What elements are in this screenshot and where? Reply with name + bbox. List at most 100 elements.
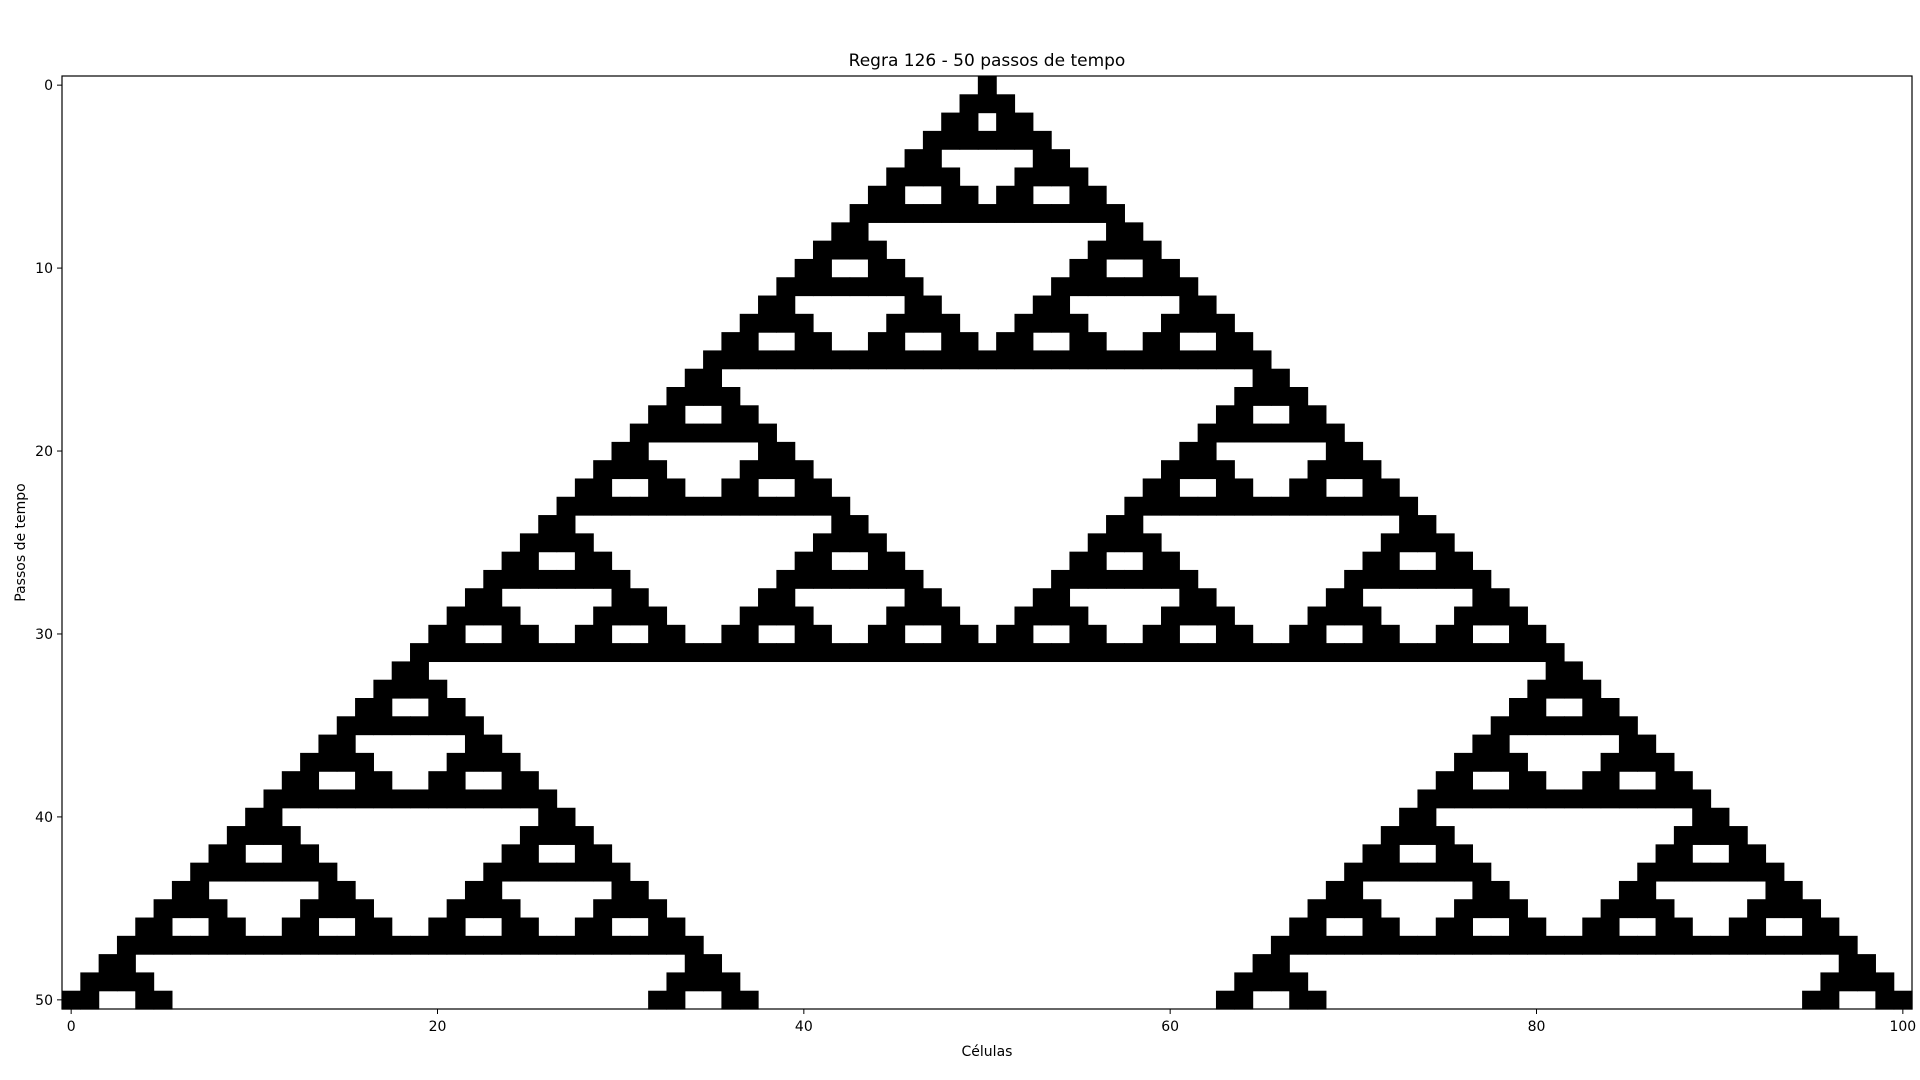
cell-active	[1234, 423, 1254, 443]
cell-active	[1783, 935, 1803, 955]
cell-active	[1417, 533, 1437, 553]
cell-active	[428, 698, 448, 717]
cell-active	[1399, 515, 1419, 534]
cell-active	[538, 807, 558, 827]
cell-active	[1655, 789, 1675, 809]
cell-active	[904, 295, 924, 315]
cell-active	[1051, 588, 1071, 608]
cell-active	[593, 643, 613, 663]
cell-active	[446, 643, 466, 663]
cell-active	[1215, 332, 1235, 352]
cell-active	[300, 917, 320, 937]
cell-active	[1051, 204, 1071, 223]
cell-active	[831, 643, 851, 663]
cell-active	[1472, 899, 1492, 919]
cell-active	[1252, 954, 1272, 974]
cell-active	[1527, 917, 1547, 937]
cell-active	[1545, 661, 1565, 681]
cell-active	[1270, 368, 1290, 388]
cell-active	[428, 789, 448, 809]
cell-active	[794, 569, 814, 589]
cell-active	[703, 423, 723, 443]
cell-active	[959, 112, 979, 132]
x-tick-label: 100	[1889, 1019, 1916, 1035]
cell-active	[446, 698, 466, 717]
cell-active	[1362, 844, 1382, 864]
cell-active	[721, 624, 741, 644]
cell-active	[867, 240, 887, 260]
cell-active	[922, 295, 942, 315]
cell-active	[758, 350, 777, 370]
cell-active	[684, 368, 704, 388]
cell-active	[1509, 771, 1528, 791]
cell-active	[812, 551, 832, 571]
cell-active	[1362, 569, 1382, 589]
cell-active	[1490, 789, 1510, 809]
cell-active	[428, 624, 448, 644]
cell-active	[318, 935, 338, 955]
cell-active	[300, 789, 320, 809]
cell-active	[812, 569, 832, 589]
cell-active	[904, 569, 924, 589]
cell-active	[556, 496, 576, 516]
cell-active	[1106, 643, 1125, 663]
cell-active	[501, 935, 521, 955]
cell-active	[1435, 771, 1455, 791]
cell-active	[1344, 643, 1364, 663]
cell-active	[1307, 990, 1327, 1010]
cell-active	[1325, 606, 1345, 626]
cell-active	[1618, 752, 1638, 772]
cell-active	[1179, 588, 1199, 608]
cell-active	[721, 387, 741, 406]
cell-active	[1032, 130, 1052, 150]
cell-active	[1014, 130, 1034, 150]
cell-active	[1087, 350, 1107, 370]
cell-active	[1490, 752, 1510, 772]
cell-active	[1728, 844, 1748, 864]
cell-active	[1435, 533, 1455, 553]
cell-active	[1527, 771, 1547, 791]
cell-active	[556, 807, 576, 827]
cell-active	[812, 496, 832, 516]
cell-active	[446, 789, 466, 809]
cell-active	[1728, 826, 1748, 845]
cell-active	[556, 515, 576, 534]
cell-active	[1582, 679, 1602, 699]
y-tick-label: 20	[35, 444, 53, 460]
cell-active	[226, 826, 246, 845]
cell-active	[1857, 954, 1876, 974]
cell-active	[1380, 917, 1400, 937]
cell-active	[300, 935, 320, 955]
cell-active	[1142, 496, 1162, 516]
cell-active	[1820, 917, 1840, 937]
cell-active	[1179, 569, 1199, 589]
cell-active	[1435, 624, 1455, 644]
cell-active	[1106, 533, 1125, 553]
cell-active	[904, 204, 924, 223]
cell-active	[1618, 899, 1638, 919]
cell-active	[941, 606, 961, 626]
cell-active	[1509, 716, 1528, 736]
cell-active	[1032, 350, 1052, 370]
cell-active	[1655, 844, 1675, 864]
cell-active	[1289, 990, 1309, 1010]
cell-active	[1582, 789, 1602, 809]
cell-active	[1618, 935, 1638, 955]
cell-active	[611, 899, 631, 919]
cell-active	[1215, 405, 1235, 425]
cell-active	[464, 789, 484, 809]
cell-active	[794, 460, 814, 480]
cell-active	[1142, 643, 1162, 663]
cell-active	[758, 588, 777, 608]
cell-active	[1545, 935, 1565, 955]
cell-active	[428, 679, 448, 699]
cell-active	[501, 862, 521, 882]
cell-active	[1179, 460, 1199, 480]
cell-active	[1197, 460, 1217, 480]
x-axis-ticks: 0 20 40 60 80 100	[67, 1009, 1916, 1035]
cell-active	[1435, 643, 1455, 663]
cell-active	[721, 643, 741, 663]
cell-active	[1509, 643, 1528, 663]
cell-active	[135, 990, 155, 1010]
cell-active	[1710, 862, 1730, 882]
